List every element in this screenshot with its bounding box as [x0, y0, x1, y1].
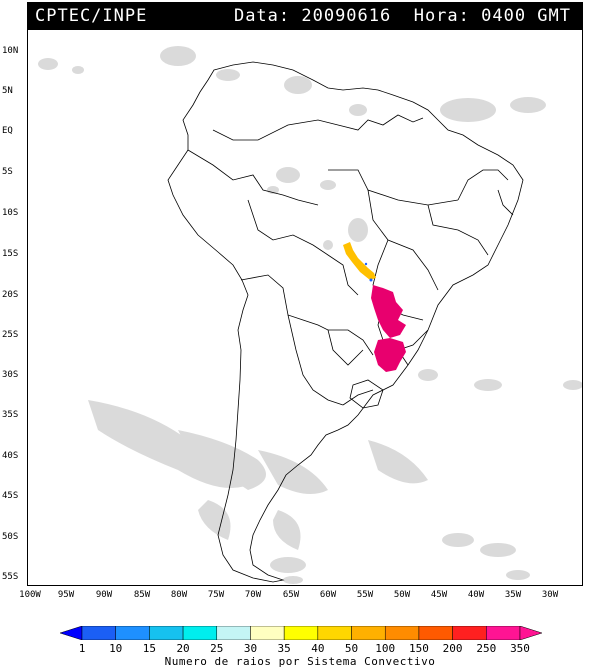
lat-tick-5S: 5S [2, 167, 13, 177]
legend-swatch-15 [149, 626, 184, 640]
lon-tick-85W: 85W [133, 590, 151, 600]
legend-value-10: 10 [109, 642, 123, 655]
legend-swatch-25 [216, 626, 251, 640]
lon-tick-75W: 75W [207, 590, 225, 600]
date-time-label: Data: 20090616 Hora: 0400 GMT [233, 6, 571, 26]
legend-value-150: 150 [408, 642, 429, 655]
legend-color-bar [60, 626, 542, 640]
legend-value-30: 30 [243, 642, 258, 655]
lat-tick-30S: 30S [2, 370, 19, 380]
legend-value-15: 15 [142, 642, 156, 655]
lat-tick-15S: 15S [2, 249, 19, 259]
lon-tick-95W: 95W [57, 590, 75, 600]
legend-swatch-150 [418, 626, 453, 640]
water-bodies [349, 379, 384, 409]
lat-tick-35S: 35S [2, 410, 19, 420]
legend-swatch-50 [351, 626, 386, 640]
legend-arrow-left [60, 626, 83, 640]
legend-value-35: 35 [277, 642, 291, 655]
legend-value-350: 350 [510, 642, 530, 655]
legend-swatch-20 [182, 626, 218, 640]
lon-tick-45W: 45W [430, 590, 448, 600]
map-header: CPTEC/INPE Data: 20090616 Hora: 0400 GMT [27, 2, 583, 30]
lon-tick-80W: 80W [170, 590, 188, 600]
legend-swatch-40 [317, 626, 352, 640]
legend-value-100: 100 [375, 642, 396, 655]
lat-tick-25S: 25S [2, 330, 19, 340]
lon-tick-30W: 30W [541, 590, 559, 600]
legend-value-50: 50 [344, 642, 359, 655]
legend-value-25: 25 [210, 642, 224, 655]
legend-value-40: 40 [311, 642, 325, 655]
storm-system-blue-dots [364, 262, 373, 282]
lat-tick-55S: 55S [2, 572, 19, 582]
legend-swatch-35 [283, 626, 319, 640]
lat-tick-20S: 20S [2, 290, 19, 300]
cloud-cover [38, 46, 583, 594]
country-borders [167, 61, 524, 583]
lon-tick-40W: 40W [467, 590, 485, 600]
lat-tick-10N: 10N [2, 46, 19, 56]
legend-value-200: 200 [442, 642, 463, 655]
legend-swatch-30 [250, 626, 285, 640]
lon-tick-50W: 50W [393, 590, 411, 600]
lat-tick-EQ: EQ [2, 126, 13, 136]
legend-value-1: 1 [78, 642, 86, 655]
lon-tick-65W: 65W [282, 590, 300, 600]
storm-system-pink [371, 285, 406, 372]
legend-title: Numero de raios por Sistema Convectivo [164, 655, 436, 668]
legend-value-20: 20 [176, 642, 190, 655]
organization-label: CPTEC/INPE [35, 6, 148, 26]
lon-tick-35W: 35W [504, 590, 522, 600]
south-america-map [38, 46, 583, 594]
lon-tick-90W: 90W [95, 590, 113, 600]
legend-swatch-1 [81, 626, 116, 640]
legend-arrow-right [519, 626, 542, 640]
lon-tick-100W: 100W [19, 590, 41, 600]
storm-system-orange [343, 242, 376, 280]
lat-tick-10S: 10S [2, 208, 19, 218]
legend-swatch-10 [115, 626, 150, 640]
legend-swatch-200 [452, 626, 487, 640]
legend-swatch-100 [384, 626, 420, 640]
legend-swatch-250 [486, 626, 521, 640]
lat-tick-50S: 50S [2, 532, 19, 542]
lon-tick-60W: 60W [319, 590, 337, 600]
lon-tick-55W: 55W [356, 590, 374, 600]
legend-value-250: 250 [476, 642, 497, 655]
lon-tick-70W: 70W [244, 590, 262, 600]
lat-tick-45S: 45S [2, 491, 19, 501]
lat-tick-40S: 40S [2, 451, 19, 461]
map-frame [27, 30, 583, 594]
lat-tick-5N: 5N [2, 86, 13, 96]
